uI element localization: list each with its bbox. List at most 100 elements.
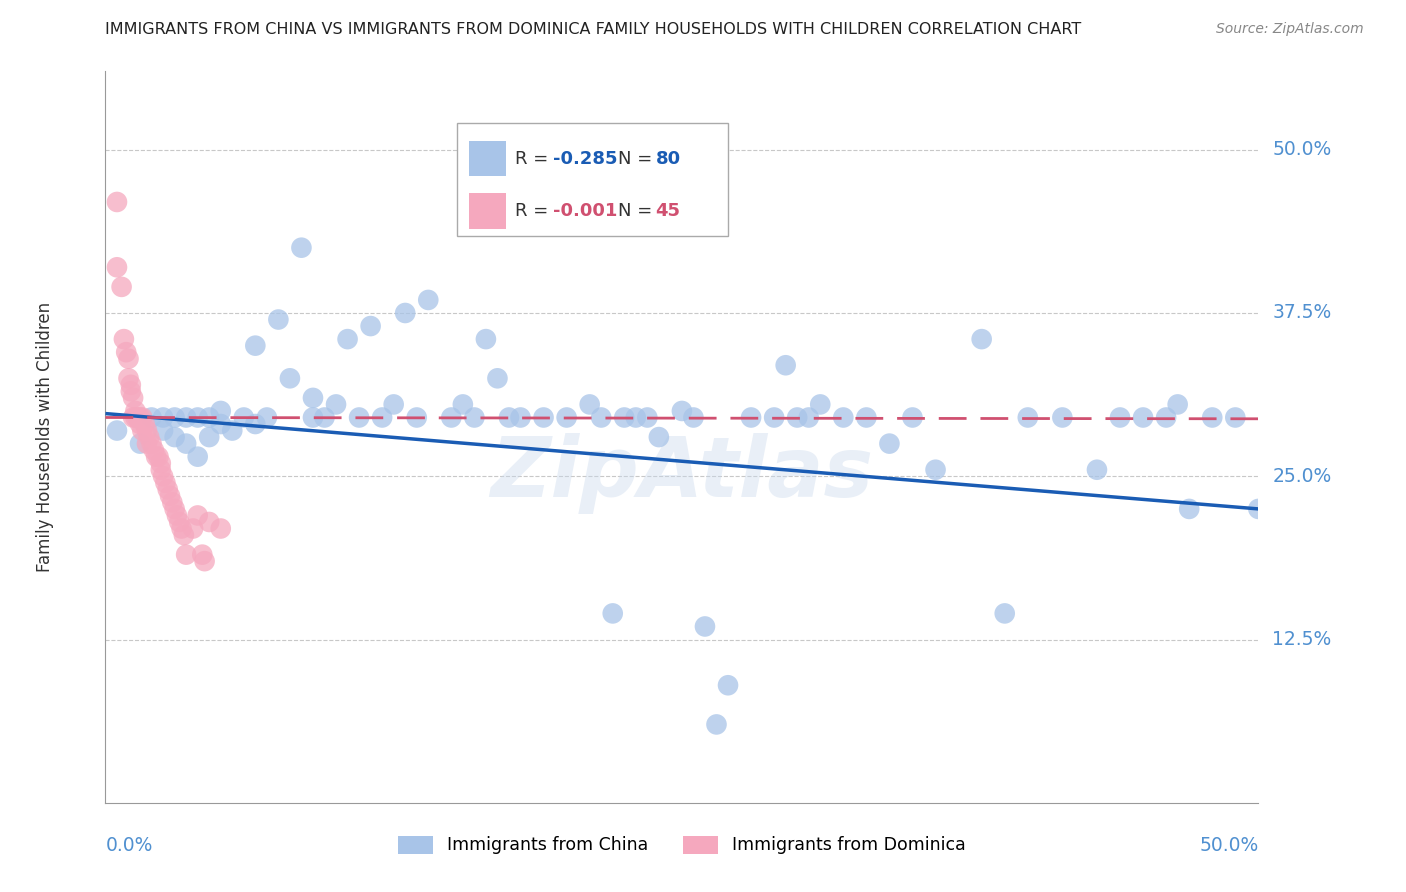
Point xyxy=(221,424,243,438)
Point xyxy=(486,371,509,385)
Point xyxy=(232,410,254,425)
Point xyxy=(555,410,578,425)
Point xyxy=(148,450,170,464)
Point xyxy=(636,410,658,425)
Point xyxy=(682,410,704,425)
Text: 45: 45 xyxy=(655,202,681,220)
Point xyxy=(141,436,163,450)
Point xyxy=(122,391,145,405)
Point xyxy=(155,475,177,490)
Point xyxy=(970,332,993,346)
Point xyxy=(648,430,671,444)
Text: 80: 80 xyxy=(655,150,681,168)
Point xyxy=(1017,410,1039,425)
Point xyxy=(418,293,440,307)
Point xyxy=(245,417,267,431)
Point xyxy=(463,410,485,425)
Point xyxy=(117,371,139,385)
Point xyxy=(141,410,163,425)
Text: N =: N = xyxy=(619,150,658,168)
Point xyxy=(290,241,312,255)
Point xyxy=(314,410,336,425)
Point xyxy=(124,410,146,425)
Point xyxy=(832,410,855,425)
Point xyxy=(209,404,232,418)
Point xyxy=(602,607,624,621)
Point xyxy=(105,194,128,209)
Point xyxy=(808,397,831,411)
Point xyxy=(591,410,613,425)
Point xyxy=(129,417,152,431)
Point xyxy=(131,410,153,425)
Point xyxy=(152,469,174,483)
Point xyxy=(901,410,924,425)
Point xyxy=(509,410,531,425)
Point xyxy=(347,410,370,425)
Point xyxy=(786,410,808,425)
Point xyxy=(142,443,165,458)
Point xyxy=(163,410,186,425)
Point xyxy=(475,332,498,346)
Text: 25.0%: 25.0% xyxy=(1272,467,1331,486)
Point xyxy=(498,410,520,425)
Point xyxy=(174,548,197,562)
Point xyxy=(1201,410,1223,425)
Point xyxy=(624,410,647,425)
Point xyxy=(394,306,416,320)
Point xyxy=(136,424,159,438)
Point xyxy=(149,463,172,477)
FancyBboxPatch shape xyxy=(468,194,506,228)
Point xyxy=(302,410,325,425)
Point xyxy=(136,436,159,450)
Point xyxy=(129,410,152,425)
Point xyxy=(198,430,221,444)
Point xyxy=(256,410,278,425)
Point xyxy=(198,515,221,529)
Point xyxy=(134,417,156,431)
Point xyxy=(924,463,946,477)
Point xyxy=(278,371,301,385)
Point xyxy=(1085,463,1108,477)
Point xyxy=(763,410,786,425)
Point xyxy=(533,410,555,425)
Point xyxy=(360,319,382,334)
Point xyxy=(717,678,740,692)
Point xyxy=(110,280,132,294)
Text: Source: ZipAtlas.com: Source: ZipAtlas.com xyxy=(1216,22,1364,37)
Point xyxy=(578,397,600,411)
Point xyxy=(693,619,716,633)
Point xyxy=(162,495,184,509)
Point xyxy=(1178,502,1201,516)
Text: R =: R = xyxy=(515,150,554,168)
Text: -0.001: -0.001 xyxy=(553,202,617,220)
Point xyxy=(706,717,728,731)
Point xyxy=(187,450,209,464)
Point xyxy=(187,508,209,523)
Point xyxy=(1167,397,1189,411)
Point xyxy=(105,260,128,275)
Point xyxy=(117,351,139,366)
Legend: Immigrants from China, Immigrants from Dominica: Immigrants from China, Immigrants from D… xyxy=(391,829,973,862)
Point xyxy=(131,424,153,438)
Point xyxy=(267,312,290,326)
Point xyxy=(138,430,160,444)
Point xyxy=(879,436,901,450)
Point xyxy=(855,410,877,425)
Point xyxy=(797,410,820,425)
Point xyxy=(173,528,195,542)
Point xyxy=(124,404,146,418)
Point xyxy=(209,417,232,431)
Point xyxy=(174,436,197,450)
Text: Family Households with Children: Family Households with Children xyxy=(37,302,55,572)
Text: 12.5%: 12.5% xyxy=(1272,630,1331,649)
Point xyxy=(187,410,209,425)
Point xyxy=(336,332,359,346)
Point xyxy=(440,410,463,425)
Text: 50.0%: 50.0% xyxy=(1199,836,1258,855)
Point xyxy=(671,404,693,418)
Point xyxy=(198,410,221,425)
Point xyxy=(129,436,152,450)
Point xyxy=(209,521,232,535)
Text: ZipAtlas: ZipAtlas xyxy=(491,434,873,514)
Point xyxy=(1132,410,1154,425)
